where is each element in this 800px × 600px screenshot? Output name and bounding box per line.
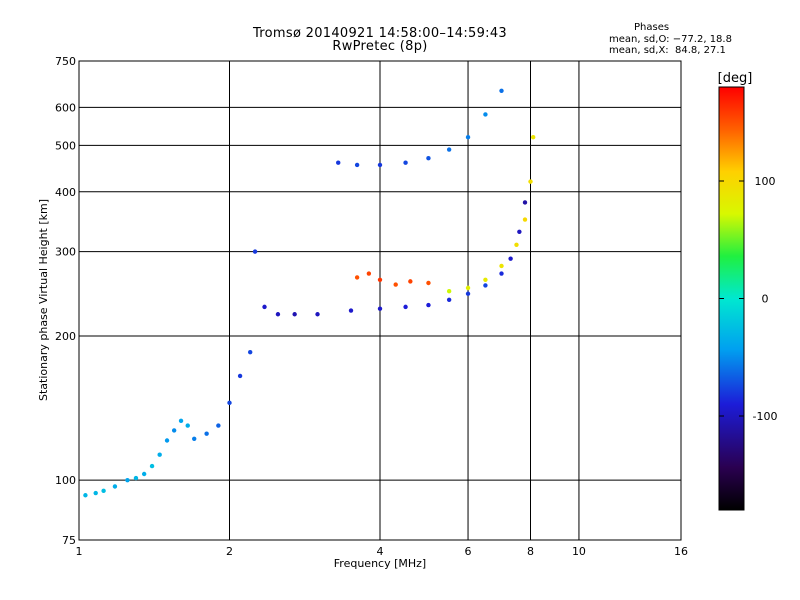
y-tick-label: 400 bbox=[55, 186, 76, 199]
stats-heading: Phases bbox=[634, 22, 670, 33]
data-point bbox=[275, 312, 281, 317]
data-point bbox=[530, 134, 536, 140]
y-tick-label: 600 bbox=[55, 101, 76, 114]
x-tick-labels: 1 2 4 6 8 10 16 bbox=[76, 545, 689, 558]
data-point bbox=[185, 423, 190, 428]
colorbar-tick-label: 100 bbox=[755, 175, 776, 188]
data-point bbox=[517, 229, 522, 234]
data-point bbox=[292, 312, 297, 317]
stats-extraordinary: mean, sd,X: 84.8, 27.1 bbox=[609, 45, 726, 56]
y-tick-label: 75 bbox=[62, 534, 76, 547]
stats-ordinary: mean, sd,O: −77.2, 18.8 bbox=[609, 34, 732, 45]
data-point bbox=[522, 217, 528, 222]
data-point bbox=[499, 263, 504, 269]
grid-lines bbox=[79, 61, 681, 540]
data-point bbox=[93, 490, 98, 496]
x-axis-label: Frequency [MHz] bbox=[334, 557, 426, 570]
x-tick-label: 6 bbox=[465, 545, 472, 558]
data-point bbox=[192, 436, 197, 441]
data-point bbox=[366, 271, 372, 276]
data-point bbox=[377, 306, 383, 311]
data-point bbox=[83, 493, 88, 498]
x-tick-label: 2 bbox=[226, 545, 233, 558]
x-tick-label: 8 bbox=[527, 545, 534, 558]
data-point bbox=[216, 423, 221, 428]
data-point bbox=[522, 200, 528, 205]
x-tick-label: 10 bbox=[572, 545, 586, 558]
data-point bbox=[164, 438, 170, 443]
y-axis-label: Stationary phase Virtual Height [km] bbox=[37, 199, 50, 401]
data-point bbox=[514, 242, 519, 247]
y-tick-label: 200 bbox=[55, 330, 76, 343]
data-point bbox=[426, 302, 431, 308]
data-point bbox=[403, 160, 408, 165]
colorbar-tick-label: 0 bbox=[762, 293, 769, 306]
data-point bbox=[133, 475, 139, 481]
y-tick-label: 300 bbox=[55, 246, 76, 259]
y-tick-label: 100 bbox=[55, 474, 76, 487]
data-point bbox=[227, 400, 232, 406]
colorbar-tick-label: -100 bbox=[753, 410, 778, 423]
data-point bbox=[483, 277, 488, 282]
data-point bbox=[483, 112, 488, 117]
data-point bbox=[377, 162, 383, 168]
data-point bbox=[408, 279, 413, 284]
x-tick-label: 16 bbox=[674, 545, 688, 558]
data-point bbox=[171, 428, 177, 433]
data-point bbox=[354, 162, 360, 168]
y-tick-labels: 75 100 200 300 400 500 600 750 bbox=[55, 55, 76, 547]
data-point bbox=[446, 147, 452, 152]
data-point bbox=[528, 179, 533, 184]
data-point bbox=[377, 277, 383, 282]
data-point bbox=[101, 488, 106, 494]
data-point bbox=[125, 477, 130, 483]
data-points bbox=[83, 88, 536, 498]
data-point bbox=[483, 283, 488, 288]
data-point bbox=[315, 312, 320, 317]
data-point bbox=[426, 156, 431, 161]
data-point bbox=[157, 452, 162, 457]
data-point bbox=[252, 249, 258, 254]
data-point bbox=[237, 373, 243, 379]
data-point bbox=[446, 297, 452, 302]
data-point bbox=[247, 349, 253, 355]
data-point bbox=[204, 431, 209, 436]
data-point bbox=[508, 256, 513, 261]
data-point bbox=[178, 418, 184, 424]
y-tick-label: 500 bbox=[55, 139, 76, 152]
x-tick-label: 1 bbox=[76, 545, 83, 558]
data-point bbox=[426, 280, 431, 286]
chart-subtitle: RwPretec (8p) bbox=[332, 39, 428, 54]
data-point bbox=[112, 484, 118, 489]
data-point bbox=[499, 271, 504, 276]
data-point bbox=[336, 160, 341, 165]
colorbar-label: [deg] bbox=[718, 71, 753, 86]
data-point bbox=[354, 275, 360, 280]
data-point bbox=[141, 471, 147, 477]
x-tick-label: 4 bbox=[377, 545, 384, 558]
data-point bbox=[348, 308, 354, 313]
data-point bbox=[149, 463, 155, 469]
chart-title: Tromsø 20140921 14:58:00–14:59:43 bbox=[252, 26, 508, 41]
data-point bbox=[465, 285, 471, 291]
data-point bbox=[393, 282, 398, 287]
data-point bbox=[465, 291, 471, 296]
data-point bbox=[499, 88, 504, 93]
data-point bbox=[465, 134, 471, 140]
data-point bbox=[403, 304, 408, 310]
data-point bbox=[262, 304, 267, 310]
colorbar-ticks: 100 0 -100 bbox=[719, 175, 777, 423]
data-point bbox=[446, 289, 452, 294]
y-tick-label: 750 bbox=[55, 55, 76, 68]
